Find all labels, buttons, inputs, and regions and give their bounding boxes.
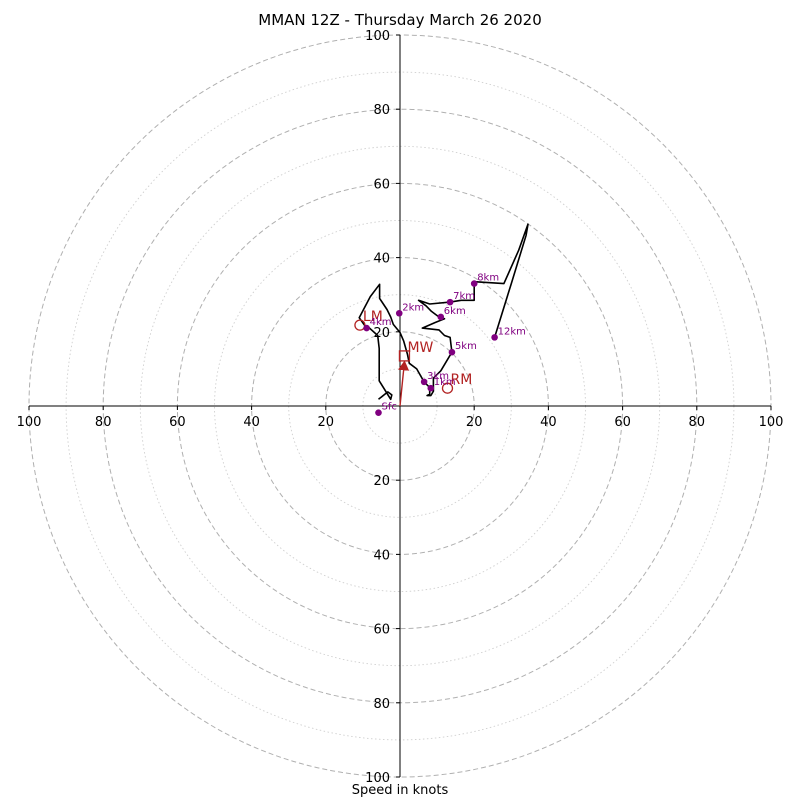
- height-marker-label: 5km: [455, 341, 477, 352]
- y-tick-label: 20: [373, 474, 390, 489]
- y-tick-label: 40: [373, 252, 390, 267]
- x-tick-label: 80: [689, 415, 706, 430]
- x-tick-label: 100: [17, 415, 42, 430]
- height-marker-label: Sfc: [381, 402, 396, 413]
- x-tick-label: 60: [614, 415, 631, 430]
- x-tick-label: 80: [95, 415, 112, 430]
- height-marker-dot: [363, 324, 370, 332]
- x-axis-label: Speed in knots: [351, 783, 449, 798]
- height-marker-dot: [420, 378, 428, 386]
- storm-motion-label: LM: [363, 309, 383, 325]
- storm-motion-circle: [441, 382, 454, 394]
- y-tick-label: 60: [373, 177, 390, 192]
- storm-motion-label: MW: [407, 340, 433, 356]
- height-marker-dot: [375, 409, 382, 416]
- mean-wind-arrow: [398, 360, 410, 407]
- x-tick-label: 60: [169, 415, 186, 430]
- height-marker-label: 2km: [402, 302, 424, 313]
- height-marker-dot: [395, 309, 403, 317]
- x-tick-label: 20: [318, 415, 335, 430]
- y-tick-label: 40: [373, 548, 390, 563]
- height-marker-label: 4km: [370, 317, 392, 328]
- height-marker-dot: [470, 280, 478, 287]
- height-marker-label: 3km: [427, 371, 449, 382]
- storm-motion-label: RM: [450, 372, 472, 388]
- y-tick-label: 80: [373, 697, 390, 712]
- height-marker-dot: [427, 384, 435, 392]
- height-marker-dot: [446, 298, 454, 306]
- height-marker-label: 12km: [498, 326, 526, 337]
- height-marker-dot: [448, 348, 456, 356]
- y-tick-label: 100: [365, 771, 390, 786]
- x-tick-label: 20: [466, 415, 483, 430]
- tick-labels: 100 80 60 40 20 20 40 60 80 100100806040202040608…: [17, 29, 784, 786]
- chart-title: MMAN 12Z - Thursday March 26 2020: [258, 11, 542, 29]
- x-tick-label: 100: [759, 415, 784, 430]
- storm-motion-square: [398, 350, 411, 362]
- x-tick-label: 40: [243, 415, 260, 430]
- y-tick-label: 60: [373, 623, 390, 638]
- y-tick-label: 100: [365, 29, 390, 44]
- x-tick-label: 40: [540, 415, 557, 430]
- height-marker-label: 8km: [477, 273, 499, 284]
- height-marker-dot: [437, 313, 445, 321]
- height-marker-dot: [491, 334, 498, 341]
- storm-motion-markers: LM MW RM: [354, 309, 472, 407]
- height-marker-label: 7km: [453, 291, 475, 302]
- y-tick-label: 80: [373, 103, 390, 118]
- storm-motion-circle: [354, 319, 366, 331]
- height-marker-label: 1km: [434, 377, 456, 388]
- height-marker-label: 6km: [444, 306, 466, 317]
